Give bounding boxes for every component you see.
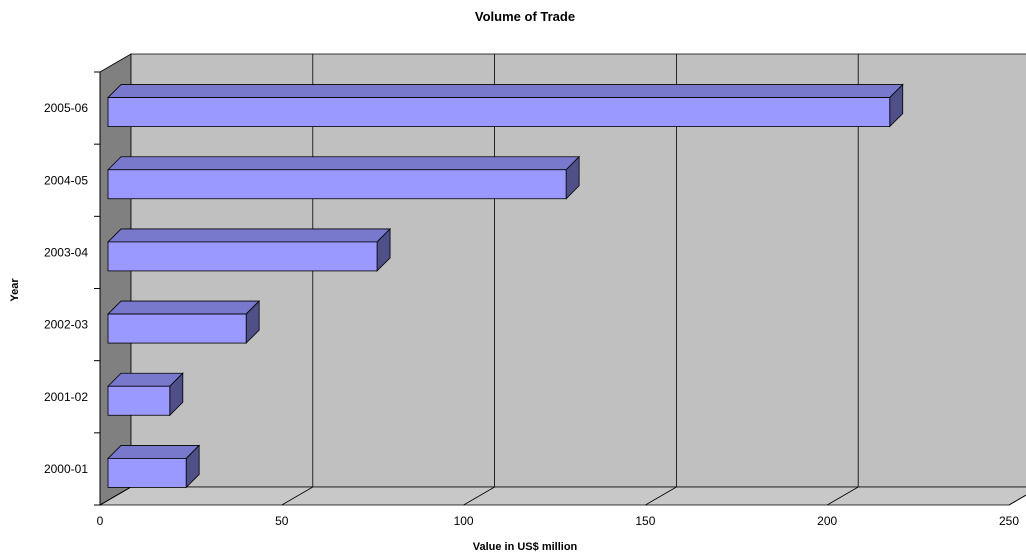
bar-top	[107, 228, 392, 243]
bar-2003-04	[107, 227, 392, 272]
bar-top	[107, 156, 581, 171]
bars	[107, 83, 904, 489]
y-tick-label: 2005-06	[44, 101, 88, 115]
x-tick-label: 150	[635, 514, 655, 528]
floor-gridline	[645, 486, 677, 506]
bar-2002-03	[107, 300, 261, 345]
y-tick-label: 2002-03	[44, 318, 88, 332]
x-tick-label: 200	[817, 514, 837, 528]
x-tick-label: 250	[999, 514, 1019, 528]
bar-front	[107, 169, 567, 200]
bar-top	[107, 445, 201, 459]
bar-2004-05	[107, 155, 581, 200]
floor-gridline	[826, 486, 859, 506]
bar-front	[107, 97, 891, 127]
x-axis-title: Value in US$ million	[473, 541, 578, 553]
x-tick-label: 100	[454, 514, 474, 528]
y-axis-title: Year	[9, 278, 21, 302]
chart-floor	[98, 486, 1026, 506]
x-tick-label: 50	[275, 514, 289, 528]
bar-front	[107, 313, 247, 344]
y-tick-label: 2001-02	[44, 390, 88, 404]
bar-top	[107, 84, 904, 98]
y-axis-tick-labels: 2000-01 2001-02 2002-03 2003-04 2004-05 2005-…	[44, 101, 88, 476]
bar-front	[107, 458, 187, 488]
chart-title: Volume of Trade	[475, 9, 575, 24]
axes	[94, 71, 101, 506]
bar-2000-01	[107, 444, 201, 489]
floor-gridline	[1008, 494, 1026, 506]
floor-gridline	[281, 486, 314, 506]
y-tick-label: 2004-05	[44, 173, 88, 187]
x-axis-tick-labels: 0 50 100 150 200 250	[97, 514, 1020, 528]
bar-2005-06	[107, 83, 904, 128]
floor-gridline	[99, 486, 132, 506]
bar-top	[107, 300, 261, 315]
x-tick-label: 0	[97, 514, 104, 528]
y-tick-label: 2000-01	[44, 462, 88, 476]
bar-2001-02	[107, 372, 184, 417]
y-tick-label: 2003-04	[44, 245, 88, 259]
bar-front	[107, 241, 378, 272]
bar-front	[107, 385, 171, 416]
floor-gridline	[463, 486, 495, 506]
